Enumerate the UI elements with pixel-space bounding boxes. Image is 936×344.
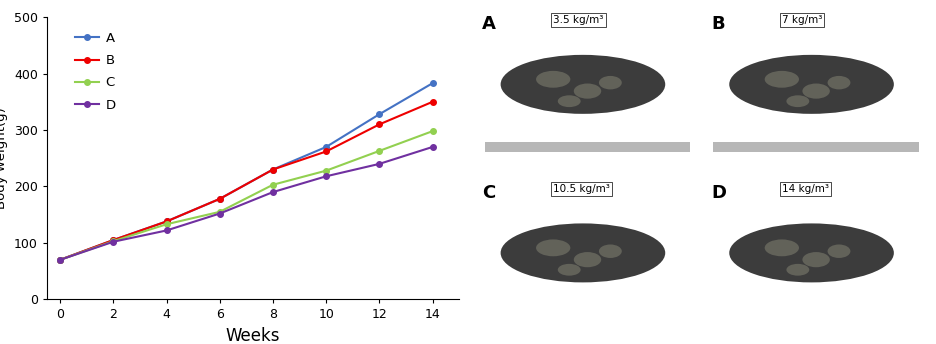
D [108, 240, 119, 244]
Y-axis label: Body weight(g): Body weight(g) [0, 107, 8, 209]
Ellipse shape [801, 84, 829, 99]
Ellipse shape [557, 95, 580, 107]
C [214, 210, 226, 214]
C [320, 169, 331, 173]
Ellipse shape [557, 264, 580, 276]
B [373, 122, 385, 127]
C [54, 258, 66, 262]
Ellipse shape [728, 55, 893, 114]
A [267, 168, 278, 172]
C [161, 222, 172, 226]
Line: D: D [57, 144, 435, 262]
D [373, 162, 385, 166]
FancyBboxPatch shape [484, 142, 690, 152]
D [214, 212, 226, 216]
A [373, 112, 385, 116]
Text: C: C [482, 184, 495, 202]
Ellipse shape [764, 71, 798, 88]
C [427, 129, 438, 133]
B [161, 219, 172, 224]
A [214, 197, 226, 201]
B [267, 168, 278, 172]
Ellipse shape [728, 223, 893, 282]
Ellipse shape [826, 245, 850, 258]
Ellipse shape [785, 95, 809, 107]
Ellipse shape [826, 76, 850, 89]
B [427, 100, 438, 104]
Text: 14 kg/m³: 14 kg/m³ [781, 184, 828, 194]
D [54, 258, 66, 262]
A [320, 145, 331, 149]
FancyBboxPatch shape [712, 142, 918, 152]
B [214, 197, 226, 201]
Ellipse shape [598, 76, 622, 89]
A [427, 81, 438, 85]
A [54, 258, 66, 262]
Ellipse shape [535, 71, 570, 88]
Ellipse shape [573, 252, 601, 267]
Line: B: B [57, 99, 435, 262]
Ellipse shape [764, 239, 798, 256]
B [108, 238, 119, 242]
Ellipse shape [500, 223, 665, 282]
B [320, 149, 331, 153]
Ellipse shape [785, 264, 809, 276]
Text: A: A [482, 15, 496, 33]
A [161, 219, 172, 224]
Ellipse shape [535, 239, 570, 256]
Legend: A, B, C, D: A, B, C, D [70, 26, 121, 117]
A [108, 238, 119, 242]
Line: C: C [57, 128, 435, 262]
Text: 3.5 kg/m³: 3.5 kg/m³ [552, 15, 603, 25]
D [427, 145, 438, 149]
Ellipse shape [500, 55, 665, 114]
C [108, 239, 119, 243]
Text: D: D [710, 184, 725, 202]
D [267, 190, 278, 194]
Line: A: A [57, 80, 435, 262]
X-axis label: Weeks: Weeks [226, 327, 280, 344]
D [320, 174, 331, 178]
C [267, 183, 278, 187]
Text: B: B [710, 15, 724, 33]
Ellipse shape [801, 252, 829, 267]
Ellipse shape [573, 84, 601, 99]
Text: 7 kg/m³: 7 kg/m³ [781, 15, 821, 25]
Ellipse shape [598, 245, 622, 258]
Text: 10.5 kg/m³: 10.5 kg/m³ [552, 184, 609, 194]
C [373, 149, 385, 153]
D [161, 228, 172, 233]
B [54, 258, 66, 262]
